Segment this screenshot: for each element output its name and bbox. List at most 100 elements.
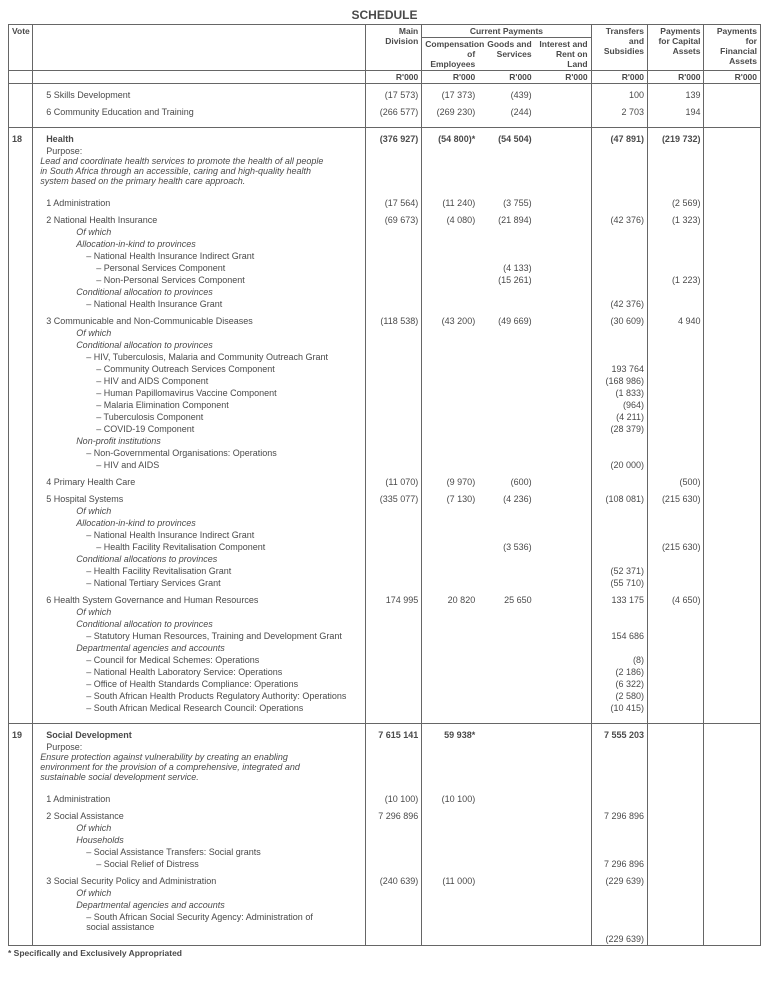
- table-row: (229 639): [9, 933, 761, 946]
- sub-label: Office of Health Standards Compliance: O…: [94, 679, 298, 689]
- table-row: Of which: [9, 505, 761, 517]
- vote-name: Social Development: [36, 730, 132, 740]
- cell: 20 820: [422, 589, 478, 606]
- cell: 4 940: [648, 310, 704, 327]
- cell: (17 564): [365, 192, 421, 209]
- table-row: 1 Administration (10 100) (10 100): [9, 788, 761, 805]
- vote-header: 18 Health (376 927) (54 800)* (54 504) (…: [9, 128, 761, 146]
- prog-label: Administration: [53, 198, 110, 208]
- cell: (4 236): [478, 488, 534, 505]
- table-row: 5 Skills Development (17 573) (17 373) (…: [9, 84, 761, 102]
- cell: (4 650): [648, 589, 704, 606]
- table-row: Allocation-in-kind to provinces: [9, 517, 761, 529]
- purpose-row: Purpose:Lead and coordinate health servi…: [9, 145, 761, 192]
- purpose-row: Purpose:Ensure protection against vulner…: [9, 741, 761, 788]
- table-row: 6 Health System Governance and Human Res…: [9, 589, 761, 606]
- cell: 193 764: [591, 363, 647, 375]
- cell: (11 000): [422, 870, 478, 887]
- cell: (47 891): [591, 128, 647, 146]
- prog-label: Health System Governance and Human Resou…: [54, 595, 259, 605]
- table-row: – South African Social Security Agency: …: [9, 911, 761, 933]
- sub-label: Statutory Human Resources, Training and …: [94, 631, 342, 641]
- cell: (240 639): [365, 870, 421, 887]
- table-row: – National Health Insurance Grant(42 376…: [9, 298, 761, 310]
- sub-label: Departmental agencies and accounts: [36, 900, 362, 910]
- table-row: – Health Facility Revitalisation Compone…: [9, 541, 761, 553]
- table-row: – Personal Services Component(4 133): [9, 262, 761, 274]
- hdr-main-division: Main Division: [365, 25, 421, 71]
- cell: 7 555 203: [591, 724, 647, 742]
- cell: (219 732): [648, 128, 704, 146]
- table-row: – Malaria Elimination Component(964): [9, 399, 761, 411]
- sub-label: Non-Personal Services Component: [104, 275, 245, 285]
- prog-label: National Health Insurance: [54, 215, 158, 225]
- cell: (4 080): [422, 209, 478, 226]
- cell: (10 100): [422, 788, 478, 805]
- prog-num: 4: [36, 477, 51, 487]
- cell: 2 703: [591, 101, 647, 128]
- cell: 194: [648, 101, 704, 128]
- sub-label: HIV, Tuberculosis, Malaria and Community…: [94, 352, 328, 362]
- table-row: Of which: [9, 606, 761, 618]
- cell: (10 100): [365, 788, 421, 805]
- table-row: 2 Social Assistance 7 296 896 7 296 896: [9, 805, 761, 822]
- cell: (15 261): [478, 274, 534, 286]
- cell: (229 639): [591, 933, 647, 946]
- cell: (49 669): [478, 310, 534, 327]
- table-row: – Community Outreach Services Component1…: [9, 363, 761, 375]
- cell: (20 000): [591, 459, 647, 471]
- unit: R'000: [591, 71, 647, 84]
- cell: (30 609): [591, 310, 647, 327]
- sub-label: National Health Laboratory Service: Oper…: [94, 667, 283, 677]
- table-row: Of which: [9, 887, 761, 899]
- cell: (8): [591, 654, 647, 666]
- table-row: – Non-Personal Services Component(15 261…: [9, 274, 761, 286]
- sub-label: South African Health Products Regulatory…: [94, 691, 347, 701]
- cell: (1 323): [648, 209, 704, 226]
- cell: (3 755): [478, 192, 534, 209]
- sub-label: Of which: [36, 506, 362, 516]
- cell: 7 296 896: [591, 858, 647, 870]
- table-row: 2 National Health Insurance (69 673) (4 …: [9, 209, 761, 226]
- purpose-text: Ensure protection against vulnerability …: [40, 752, 325, 782]
- table-row: Conditional allocation to provinces: [9, 286, 761, 298]
- cell: (55 710): [591, 577, 647, 589]
- cell: (43 200): [422, 310, 478, 327]
- cell: (3 536): [478, 541, 534, 553]
- cell: (21 894): [478, 209, 534, 226]
- prog-num: 1: [36, 198, 51, 208]
- unit: R'000: [704, 71, 761, 84]
- cell: 139: [648, 84, 704, 102]
- prog-label: Administration: [53, 794, 110, 804]
- cell: (9 970): [422, 471, 478, 488]
- cell: (2 186): [591, 666, 647, 678]
- cell: (11 070): [365, 471, 421, 488]
- table-row: – HIV, Tuberculosis, Malaria and Communi…: [9, 351, 761, 363]
- table-row: – Health Facility Revitalisation Grant(5…: [9, 565, 761, 577]
- table-row: – National Tertiary Services Grant(55 71…: [9, 577, 761, 589]
- sub-label: Malaria Elimination Component: [104, 400, 229, 410]
- table-row: Allocation-in-kind to provinces: [9, 238, 761, 250]
- sub-label: Human Papillomavirus Vaccine Component: [104, 388, 277, 398]
- unit: R'000: [365, 71, 421, 84]
- cell: (964): [591, 399, 647, 411]
- sub-label: Health Facility Revitalisation Grant: [94, 566, 232, 576]
- table-row: 1 Administration (17 564) (11 240) (3 75…: [9, 192, 761, 209]
- sub-label: South African Medical Research Council: …: [94, 703, 304, 713]
- hdr-capital: Payments for Capital Assets: [648, 25, 704, 71]
- table-row: – National Health Insurance Indirect Gra…: [9, 250, 761, 262]
- table-row: Departmental agencies and accounts: [9, 899, 761, 911]
- prog-label: Social Security Policy and Administratio…: [54, 876, 217, 886]
- purpose-text: Lead and coordinate health services to p…: [40, 156, 325, 186]
- table-row: 6 Community Education and Training (266 …: [9, 101, 761, 128]
- sub-label: HIV and AIDS Component: [104, 376, 209, 386]
- cell: (69 673): [365, 209, 421, 226]
- unit: R'000: [535, 71, 591, 84]
- table-row: – National Health Insurance Indirect Gra…: [9, 529, 761, 541]
- prog-label: Hospital Systems: [54, 494, 124, 504]
- sub-label: Conditional allocation to provinces: [36, 287, 362, 297]
- sub-label: Conditional allocation to provinces: [36, 340, 362, 350]
- cell: (244): [478, 101, 534, 128]
- cell: 174 995: [365, 589, 421, 606]
- table-row: Non-profit institutions: [9, 435, 761, 447]
